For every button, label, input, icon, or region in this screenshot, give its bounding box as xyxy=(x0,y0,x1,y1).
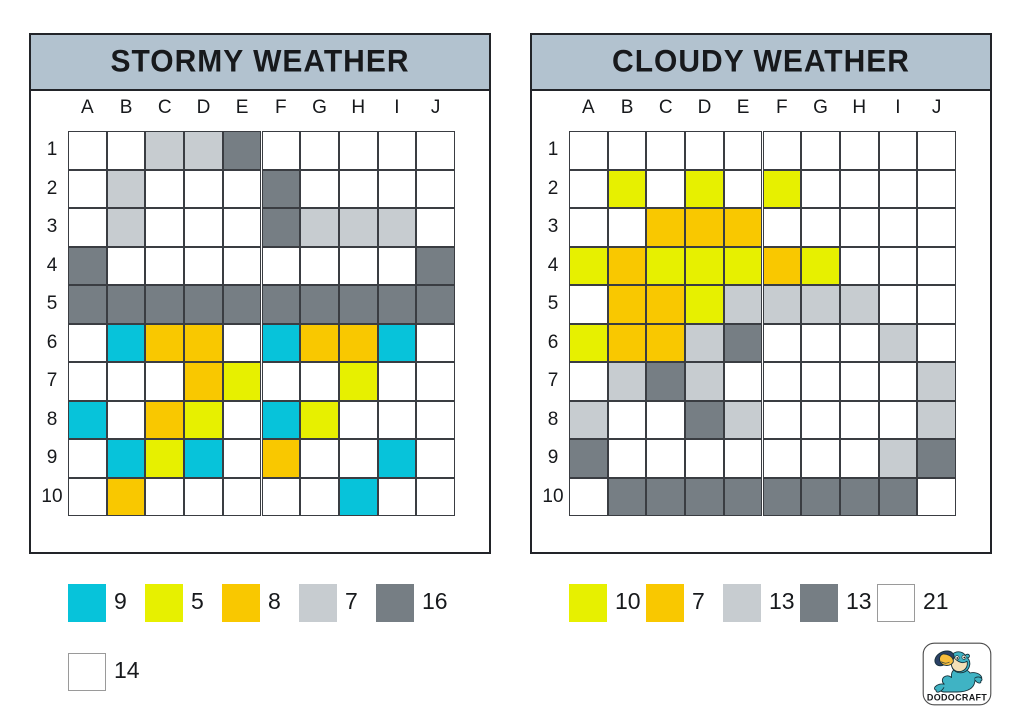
svg-text:DODOCRAFT: DODOCRAFT xyxy=(927,693,987,703)
